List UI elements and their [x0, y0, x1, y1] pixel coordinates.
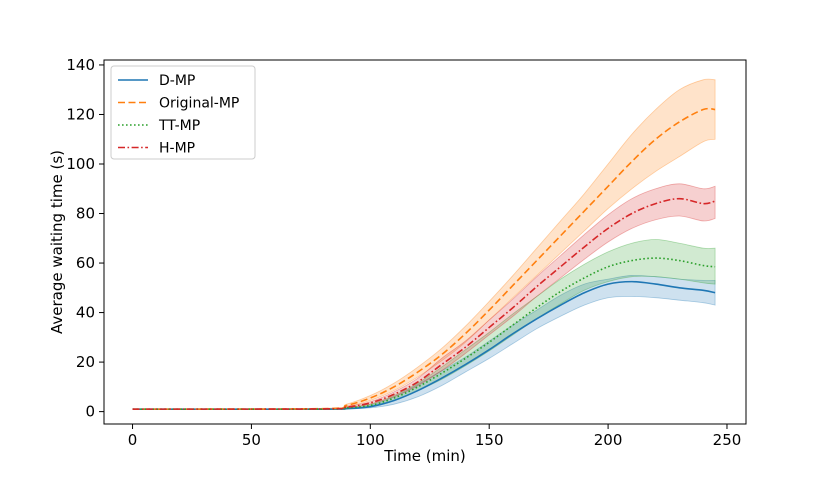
y-axis-label: Average waiting time (s): [48, 150, 66, 334]
y-tick-label: 80: [76, 205, 95, 223]
plot-frame: [103, 59, 747, 425]
x-tick-label: 250: [713, 431, 742, 449]
series-lines: [132, 107, 716, 411]
y-tick-label: 20: [76, 353, 95, 371]
y-tick-label: 140: [66, 56, 95, 74]
x-tick-label: 200: [594, 431, 623, 449]
y-tick-label: 100: [66, 155, 95, 173]
legend-entry: TT-MP: [158, 118, 200, 134]
band-d-mp: [132, 274, 716, 410]
series-line-tt-mp: [132, 257, 716, 411]
legend-entry: D-MP: [159, 73, 195, 89]
series-line-h-mp: [132, 197, 716, 410]
y-tick-label: 60: [76, 254, 95, 272]
legend-box: [110, 65, 256, 160]
x-tick-label: 150: [475, 431, 504, 449]
y-axis: 0 20 40 60 80 100 120 140: [66, 56, 104, 421]
y-tick-label: 0: [85, 403, 95, 421]
series-line-original-mp: [132, 107, 716, 410]
series-line-d-mp: [132, 280, 716, 410]
x-tick-label: 0: [128, 431, 138, 449]
legend: D-MP Original-MP TT-MP H-MP: [110, 65, 256, 160]
legend-entry: H-MP: [159, 141, 195, 157]
y-tick-label: 40: [76, 304, 95, 322]
x-axis: 0 50 100 150 200 250: [128, 424, 742, 449]
legend-entry: Original-MP: [159, 96, 239, 112]
x-tick-label: 100: [356, 431, 385, 449]
x-axis-label: Time (min): [383, 447, 465, 465]
band-h-mp: [132, 183, 716, 410]
y-tick-label: 120: [66, 105, 95, 123]
x-tick-label: 50: [242, 431, 261, 449]
